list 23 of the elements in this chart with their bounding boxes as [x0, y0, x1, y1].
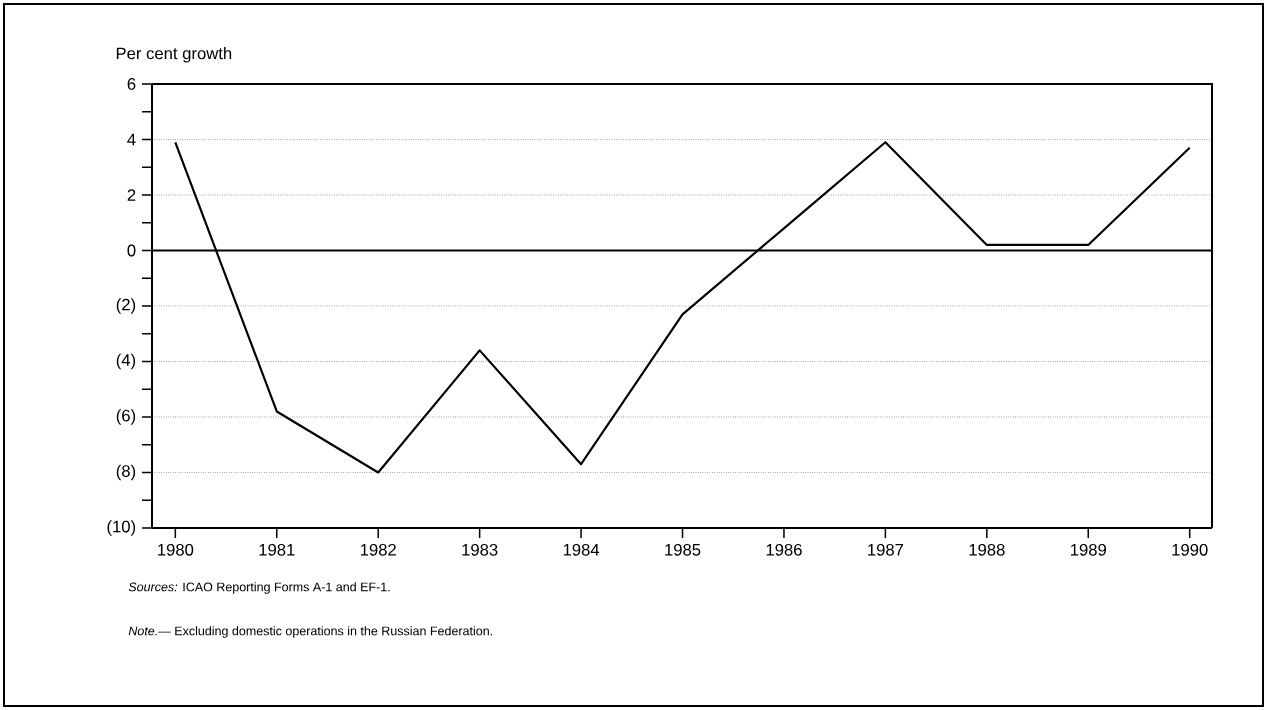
- y-tick-label: 6: [127, 78, 136, 90]
- x-tick-label: 1990: [1172, 543, 1208, 556]
- text: Sources: ICAO Reporting Forms A-1 and EF-1.: [128, 582, 390, 594]
- x-tick-label: 1988: [969, 543, 1005, 556]
- y-tick-label: 2: [127, 189, 136, 201]
- y-tick-label: 4: [127, 133, 136, 146]
- x-tick-label: 1985: [665, 543, 701, 556]
- y-axis-title: Per cent growth: [116, 47, 232, 63]
- x-tick-label: 1983: [462, 543, 498, 556]
- y-tick-label: (4): [116, 353, 136, 370]
- text: Note.— Excluding domestic operations in the Russian Federation.: [128, 626, 492, 638]
- y-tick-label: (10): [107, 520, 136, 536]
- x-tick-label: 1986: [766, 543, 802, 556]
- x-tick-label: 1984: [563, 543, 600, 556]
- x-tick-label: 1980: [158, 543, 194, 556]
- x-tick-label: 1987: [868, 543, 904, 556]
- y-tick-label: (8): [116, 464, 136, 481]
- y-tick-label: (2): [116, 298, 136, 314]
- x-tick-label: 1981: [259, 543, 295, 556]
- x-tick-label: 1989: [1071, 543, 1107, 556]
- y-tick-label: 0: [127, 244, 136, 257]
- x-tick-label: 1982: [360, 543, 396, 556]
- y-tick-label: (6): [116, 409, 136, 425]
